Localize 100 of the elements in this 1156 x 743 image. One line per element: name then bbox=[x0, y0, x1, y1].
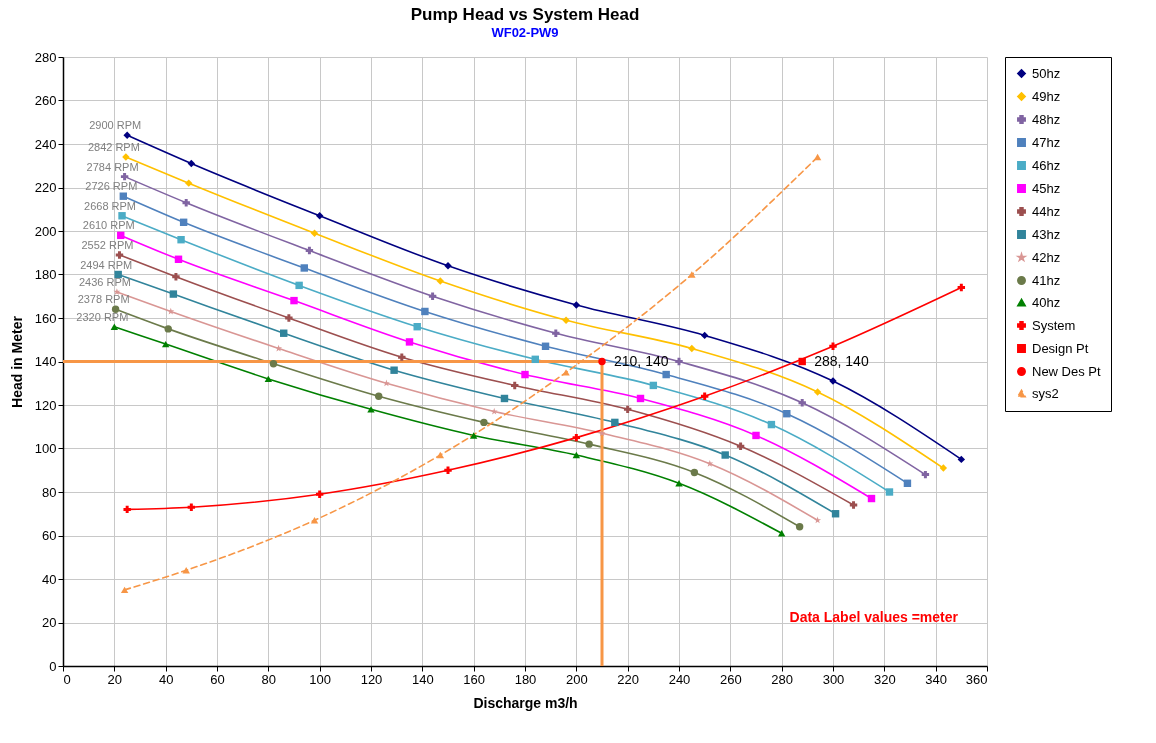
legend-label: 50hz bbox=[1032, 65, 1061, 81]
annotation: 2494 RPM bbox=[80, 258, 133, 271]
x-tick-label: 300 bbox=[822, 671, 845, 687]
point bbox=[398, 353, 406, 361]
point bbox=[413, 322, 421, 331]
y-tick-label: 20 bbox=[42, 615, 57, 630]
point bbox=[390, 366, 398, 374]
point bbox=[123, 131, 131, 140]
point bbox=[798, 399, 806, 407]
legend-label: 46hz bbox=[1032, 157, 1061, 173]
point bbox=[421, 307, 429, 316]
point bbox=[552, 329, 560, 337]
x-tick-label: 280 bbox=[771, 671, 794, 687]
point bbox=[285, 314, 293, 322]
chart-subtitle: WF02-PW9 bbox=[491, 25, 559, 40]
annotation: 2436 RPM bbox=[78, 275, 131, 288]
point bbox=[167, 307, 175, 315]
point bbox=[405, 338, 414, 346]
legend-label: 41hz bbox=[1032, 272, 1061, 288]
point bbox=[169, 290, 178, 298]
point bbox=[849, 501, 858, 509]
annotation: Data Label values =meter bbox=[789, 609, 959, 625]
point bbox=[752, 431, 760, 440]
point bbox=[123, 505, 131, 514]
annotation: 2320 RPM bbox=[76, 310, 129, 323]
point bbox=[572, 451, 581, 459]
point bbox=[182, 567, 190, 574]
data-label: 210, 140 bbox=[614, 352, 669, 369]
y-tick-label: 100 bbox=[34, 441, 57, 456]
x-tick-label: 160 bbox=[463, 671, 486, 687]
point bbox=[885, 488, 894, 496]
point bbox=[436, 451, 445, 459]
point bbox=[111, 305, 120, 313]
x-tick-label: 20 bbox=[107, 671, 123, 687]
legend-label: 43hz bbox=[1032, 226, 1061, 242]
point bbox=[110, 323, 119, 330]
point bbox=[688, 271, 696, 278]
chart-title: Pump Head vs System Head bbox=[410, 5, 640, 24]
y-tick-label: 240 bbox=[34, 136, 57, 152]
point bbox=[310, 229, 319, 237]
y-tick-label: 60 bbox=[42, 528, 57, 543]
x-tick-label: 340 bbox=[925, 671, 948, 687]
legend-label: 40hz bbox=[1032, 294, 1061, 310]
point bbox=[118, 212, 126, 220]
point bbox=[305, 246, 314, 255]
point bbox=[172, 272, 180, 281]
x-tick-label: 100 bbox=[309, 671, 332, 687]
point bbox=[813, 153, 822, 161]
point bbox=[315, 212, 324, 220]
legend-label: 49hz bbox=[1032, 88, 1061, 104]
x-tick-label: 360 bbox=[965, 671, 988, 687]
point bbox=[957, 283, 966, 292]
point bbox=[295, 281, 303, 290]
x-tick-label: 40 bbox=[158, 671, 174, 687]
point bbox=[611, 418, 619, 427]
point bbox=[690, 468, 699, 477]
annotation: 2378 RPM bbox=[77, 293, 130, 306]
annotation: 2842 RPM bbox=[87, 141, 140, 154]
x-tick-label: 180 bbox=[514, 671, 537, 687]
x-tick-label: 260 bbox=[719, 671, 742, 687]
point bbox=[783, 409, 791, 418]
point bbox=[957, 455, 966, 464]
point bbox=[115, 251, 124, 259]
point bbox=[428, 292, 437, 300]
point bbox=[269, 359, 278, 368]
point bbox=[562, 369, 570, 376]
point bbox=[700, 331, 709, 340]
point bbox=[315, 490, 324, 498]
point bbox=[264, 375, 273, 383]
x-tick-label: 60 bbox=[210, 671, 225, 687]
point bbox=[921, 470, 930, 479]
point bbox=[469, 432, 478, 439]
point bbox=[185, 179, 193, 187]
annotation: 2610 RPM bbox=[82, 219, 135, 232]
y-tick-label: 220 bbox=[34, 180, 57, 195]
point bbox=[700, 392, 709, 401]
point bbox=[795, 523, 804, 531]
point bbox=[511, 381, 519, 390]
legend-label: 44hz bbox=[1032, 203, 1061, 219]
point bbox=[736, 442, 745, 451]
point bbox=[444, 466, 452, 474]
x-tick-label: 140 bbox=[411, 671, 434, 687]
x-tick-label: 80 bbox=[261, 671, 277, 687]
annotation: 2900 RPM bbox=[89, 119, 142, 132]
x-axis-title: Discharge m3/h bbox=[473, 694, 578, 711]
legend-label: New Des Pt bbox=[1032, 363, 1102, 379]
annotation: 2668 RPM bbox=[84, 199, 137, 212]
point bbox=[939, 464, 948, 472]
point bbox=[182, 199, 190, 207]
point bbox=[177, 235, 185, 244]
point bbox=[119, 192, 128, 200]
legend-label: 47hz bbox=[1032, 134, 1061, 150]
y-tick-label: 0 bbox=[49, 658, 57, 674]
point bbox=[187, 159, 196, 168]
x-tick-label: 240 bbox=[668, 671, 691, 687]
legend-label: sys2 bbox=[1032, 385, 1059, 401]
legend-label: 42hz bbox=[1032, 249, 1061, 265]
point bbox=[374, 392, 383, 400]
legend-label: System bbox=[1032, 317, 1076, 333]
y-tick-label: 280 bbox=[34, 49, 57, 65]
